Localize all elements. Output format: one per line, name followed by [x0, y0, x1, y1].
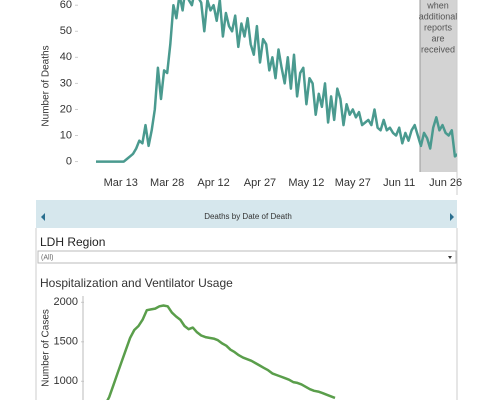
annotation: received [421, 44, 455, 54]
annotation: additional [419, 11, 458, 21]
y-tick-label: 60 [60, 0, 72, 11]
dropdown[interactable] [37, 250, 457, 264]
chart-title: Hospitalization and Ventilator Usage [40, 276, 233, 290]
dropdown-value[interactable]: (All) [41, 254, 53, 261]
prev-arrow[interactable] [41, 213, 45, 221]
next-arrow[interactable] [450, 213, 454, 221]
dropdown-arrow[interactable] [448, 256, 452, 259]
x-tick-label: Jun 11 [383, 177, 415, 189]
tab-bar [36, 200, 457, 228]
y-axis-label: Number of Cases [41, 309, 52, 387]
y-tick-label: 50 [60, 25, 72, 37]
pending-shade [420, 0, 457, 172]
y-tick-label: 10 [60, 129, 72, 141]
y-tick-label: 1500 [54, 336, 78, 348]
y-axis-label: Number of Deaths [41, 45, 52, 126]
x-tick-label: Mar 28 [150, 177, 184, 189]
y-tick-label: 2000 [54, 296, 78, 308]
x-tick-label: May 12 [288, 177, 324, 189]
x-tick-label: Jun 26 [429, 177, 462, 189]
annotation: when [426, 0, 449, 10]
annotation: are [431, 33, 444, 43]
deaths-chart: 0 10 20 30 40 50 60 Number of Deaths Mar 13 Mar 2… [41, 0, 462, 189]
x-tick-label: Apr 12 [197, 177, 229, 189]
filter-label: LDH Region [40, 235, 105, 249]
y-tick-label: 1000 [54, 375, 78, 387]
x-tick-label: Mar 13 [104, 177, 138, 189]
y-tick-label: 30 [60, 77, 72, 89]
x-tick-label: May 27 [335, 177, 371, 189]
data-line [106, 304, 336, 400]
x-tick-label: Apr 27 [244, 177, 276, 189]
annotation: reports [424, 22, 453, 32]
y-tick-label: 40 [60, 51, 72, 63]
data-line [96, 0, 457, 163]
y-tick-label: 0 [66, 155, 72, 167]
y-tick-label: 20 [60, 103, 72, 115]
tab-label[interactable]: Deaths by Date of Death [204, 212, 292, 221]
